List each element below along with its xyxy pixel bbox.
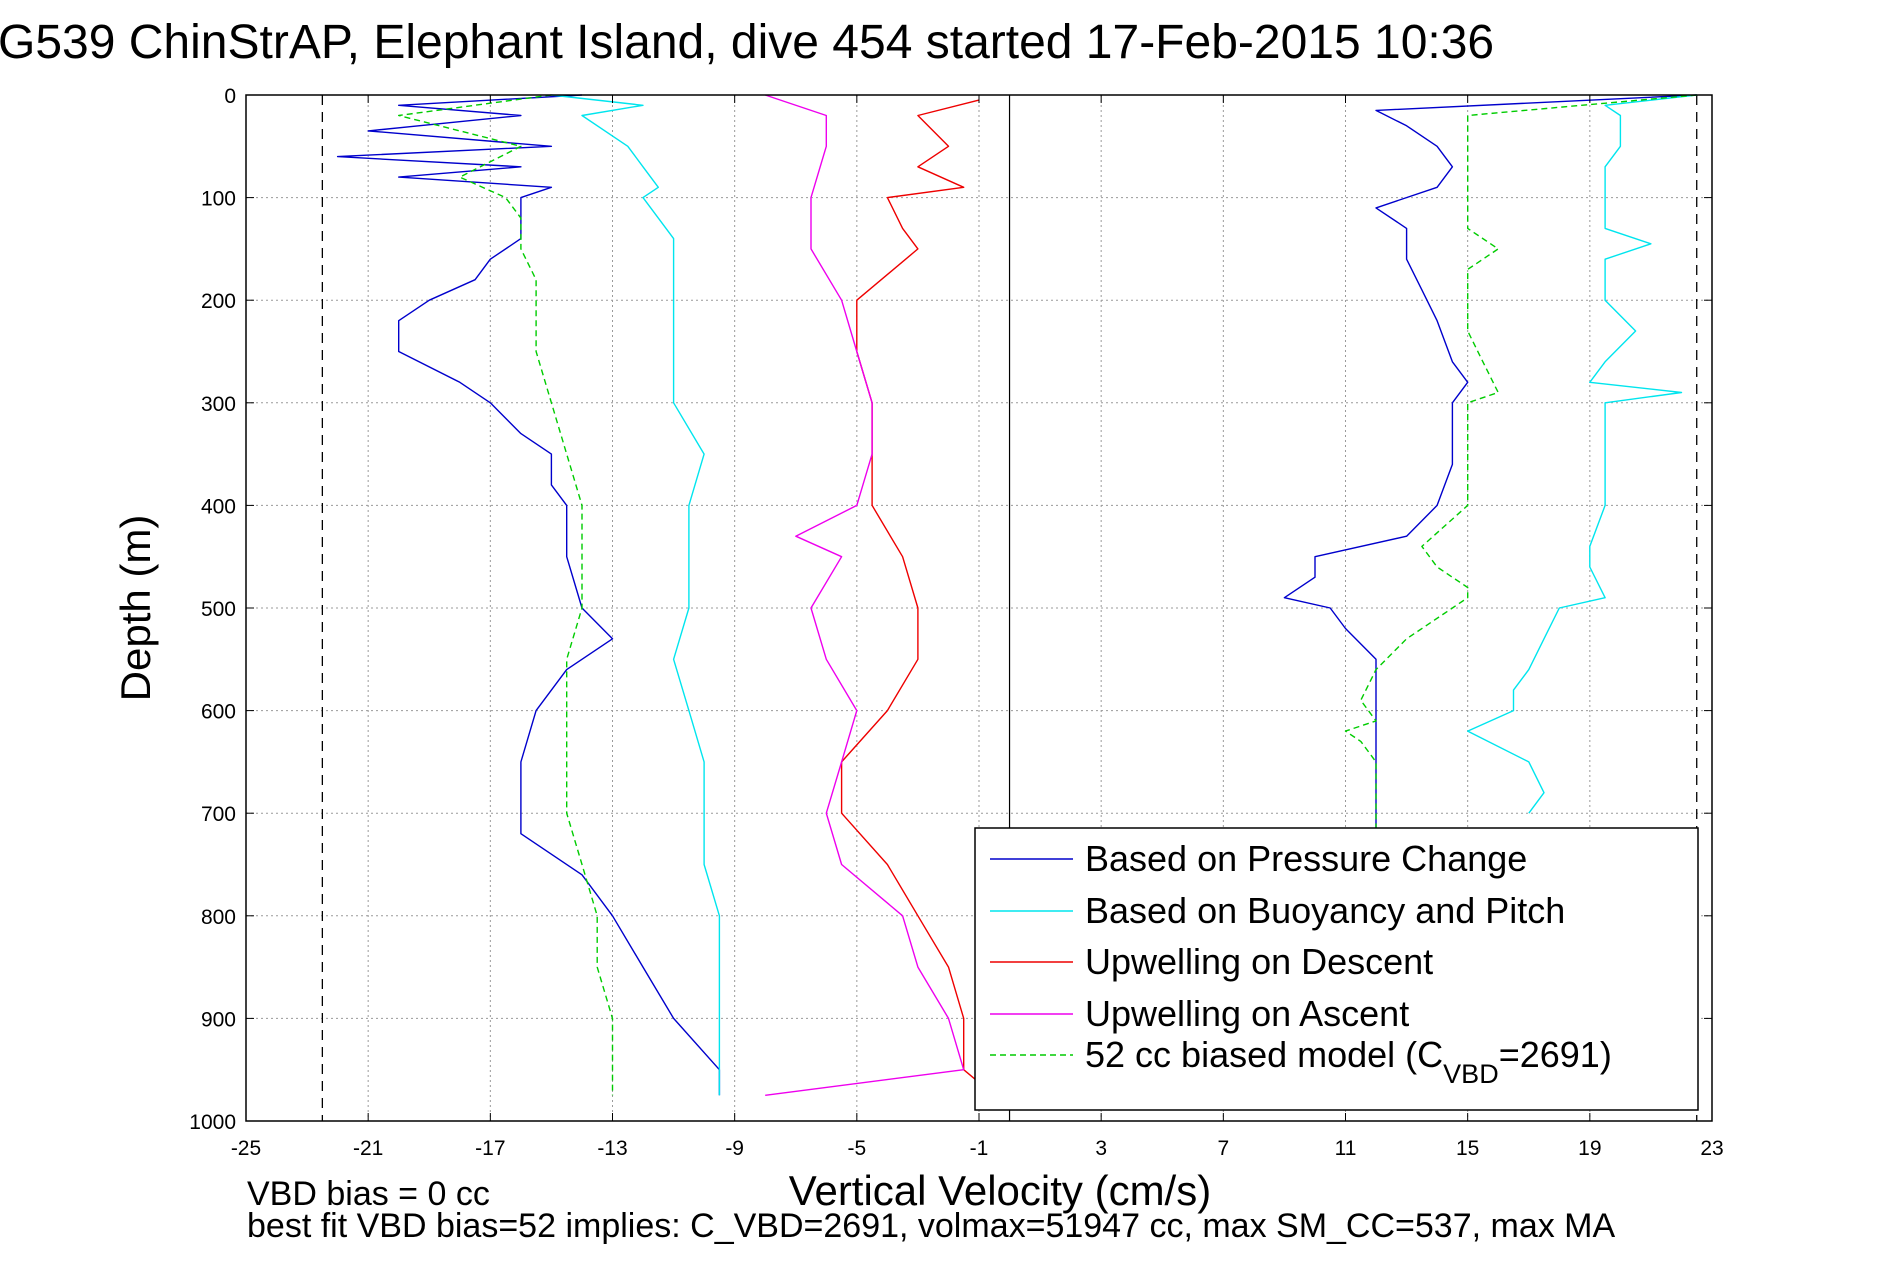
chart-title: G539 ChinStrAP, Elephant Island, dive 45… — [0, 16, 1494, 69]
y-tick-label: 700 — [201, 803, 236, 826]
x-axis-ticks: -25 -21 -17 -13 -9 -5 -1 3 7 11 15 19 23 — [231, 95, 1724, 1160]
series-line-3-segment-1 — [840, 99, 995, 1096]
x-tick-label: -21 — [353, 1137, 383, 1160]
y-tick-label: 900 — [201, 1008, 236, 1031]
y-tick-label: 300 — [201, 393, 236, 416]
x-tick-label: -9 — [725, 1137, 744, 1160]
series-line-2-segment-1 — [551, 94, 721, 1096]
y-tick-label: 0 — [224, 85, 236, 108]
series-line-5-segment-2 — [1344, 94, 1697, 834]
x-axis-label: Vertical Velocity (cm/s) — [789, 1167, 1211, 1214]
x-tick-label: -1 — [970, 1137, 989, 1160]
legend-label: Based on Pressure Change — [1085, 838, 1527, 879]
y-tick-label: 400 — [201, 495, 236, 518]
legend-label: Upwelling on Descent — [1085, 941, 1433, 982]
x-tick-label: 11 — [1335, 1137, 1357, 1160]
y-tick-label: 600 — [201, 701, 236, 724]
legend: Based on Pressure Change Based on Buoyanc… — [974, 827, 1699, 1111]
plot-lines — [336, 94, 1697, 1096]
footer-vbd-bias: VBD bias = 0 cc — [247, 1175, 490, 1213]
series-line-5-segment-1 — [398, 94, 614, 1096]
y-axis-ticks: 0 100 200 300 400 500 600 700 800 900 1000 — [189, 85, 1712, 1134]
x-tick-label: 23 — [1700, 1137, 1723, 1160]
x-tick-label: -25 — [231, 1137, 261, 1160]
series-line-4-segment-1 — [764, 94, 965, 1096]
legend-box — [974, 827, 1699, 1111]
x-tick-label: 3 — [1095, 1137, 1107, 1160]
legend-label: Upwelling on Ascent — [1085, 993, 1409, 1034]
y-tick-label: 1000 — [189, 1111, 236, 1134]
x-tick-label: -17 — [475, 1137, 505, 1160]
series-line-1-segment-1 — [336, 94, 721, 1096]
legend-label: Based on Buoyancy and Pitch — [1085, 890, 1565, 931]
series-line-2-segment-2 — [1466, 94, 1697, 814]
series-line-1-segment-2 — [1283, 94, 1697, 834]
y-tick-label: 100 — [201, 188, 236, 211]
x-tick-label: 7 — [1217, 1137, 1229, 1160]
y-tick-label: 500 — [201, 598, 236, 621]
x-tick-label: 19 — [1578, 1137, 1601, 1160]
y-tick-label: 800 — [201, 906, 236, 929]
x-tick-label: -5 — [847, 1137, 866, 1160]
y-tick-label: 200 — [201, 290, 236, 313]
y-axis-label: Depth (m) — [112, 515, 159, 702]
x-tick-label: -13 — [597, 1137, 627, 1160]
x-tick-label: 15 — [1456, 1137, 1479, 1160]
footer-best-fit: best fit VBD bias=52 implies: C_VBD=2691… — [247, 1207, 1616, 1245]
